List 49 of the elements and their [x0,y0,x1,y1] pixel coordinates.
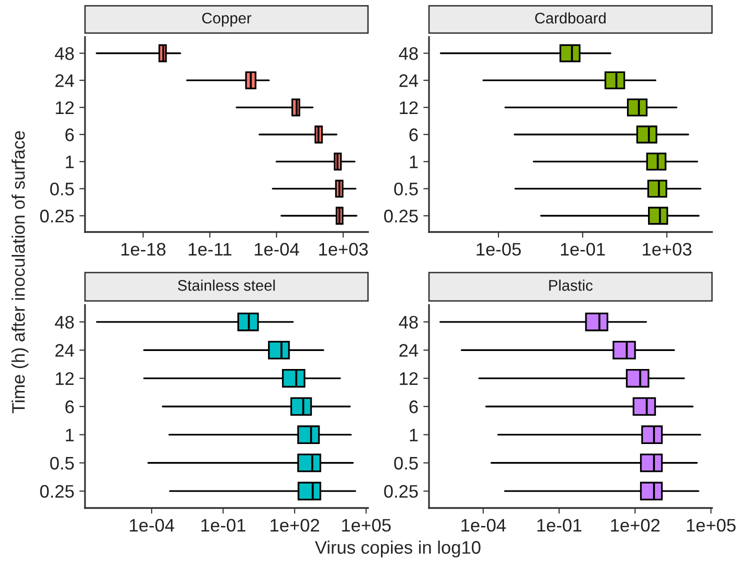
x-tick-label: 1e+05 [342,518,391,532]
chart-title: Stainless steel [178,280,275,291]
x-tick-label: 1e-01 [201,518,246,532]
chart-title: Plastic [549,280,593,291]
y-tick-label: 24 [55,74,74,87]
y-tick-label: 24 [399,74,418,87]
y-tick-label: 0.5 [50,456,74,470]
y-tick-label: 12 [400,101,418,114]
y-tick-label: 0.5 [50,182,74,196]
x-tick-label: 1e-04 [254,242,300,256]
x-tick-label: 1e-04 [130,518,174,532]
y-tick-label: 6 [409,400,418,414]
y-tick-label: 48 [54,47,74,60]
y-tick-label: 1 [410,428,418,442]
y-tick-label: 0.25 [384,210,418,222]
y-tick-label: 1 [66,156,74,168]
y-tick-label: 12 [56,101,74,114]
y-tick-label: 12 [400,372,418,385]
y-tick-label: 1 [66,428,74,442]
y-tick-label: 0.5 [394,182,418,196]
x-tick-label: 1e-05 [476,242,521,256]
chart-title: Copper [202,12,252,27]
y-tick-label: 12 [56,372,74,385]
chart-title: Cardboard [535,12,606,24]
y-tick-label: 6 [65,128,74,142]
x-tick-label: 1e-01 [560,242,605,256]
x-tick-label: 1e-11 [188,243,232,256]
y-tick-label: 24 [55,344,74,357]
x-tick-label: 1e+02 [270,518,320,532]
y-tick-label: 6 [409,128,418,142]
y-tick-label: 48 [398,316,418,329]
y-tick-label: 0.25 [384,485,418,498]
x-axis-title: Virus copies in log10 [314,540,480,558]
y-tick-label: 6 [65,400,74,414]
y-tick-label: 48 [54,316,74,329]
x-tick-label: 1e+03 [319,242,368,256]
y-tick-label: 0.25 [40,210,74,222]
y-tick-label: 24 [399,344,418,357]
y-axis-title: Time (h) after inoculation of surface [12,131,28,414]
y-tick-label: 48 [398,47,418,60]
x-tick-label: 1e-18 [121,242,166,256]
y-tick-label: 0.5 [394,456,418,470]
x-tick-label: 1e-01 [537,518,582,532]
y-tick-label: 0.25 [40,485,74,498]
x-tick-label: 1e-04 [462,518,506,532]
y-tick-label: 1 [410,156,418,168]
x-tick-label: 1e+03 [642,242,692,256]
x-tick-label: 1e+02 [611,518,660,532]
x-tick-label: 1e+05 [686,518,736,532]
